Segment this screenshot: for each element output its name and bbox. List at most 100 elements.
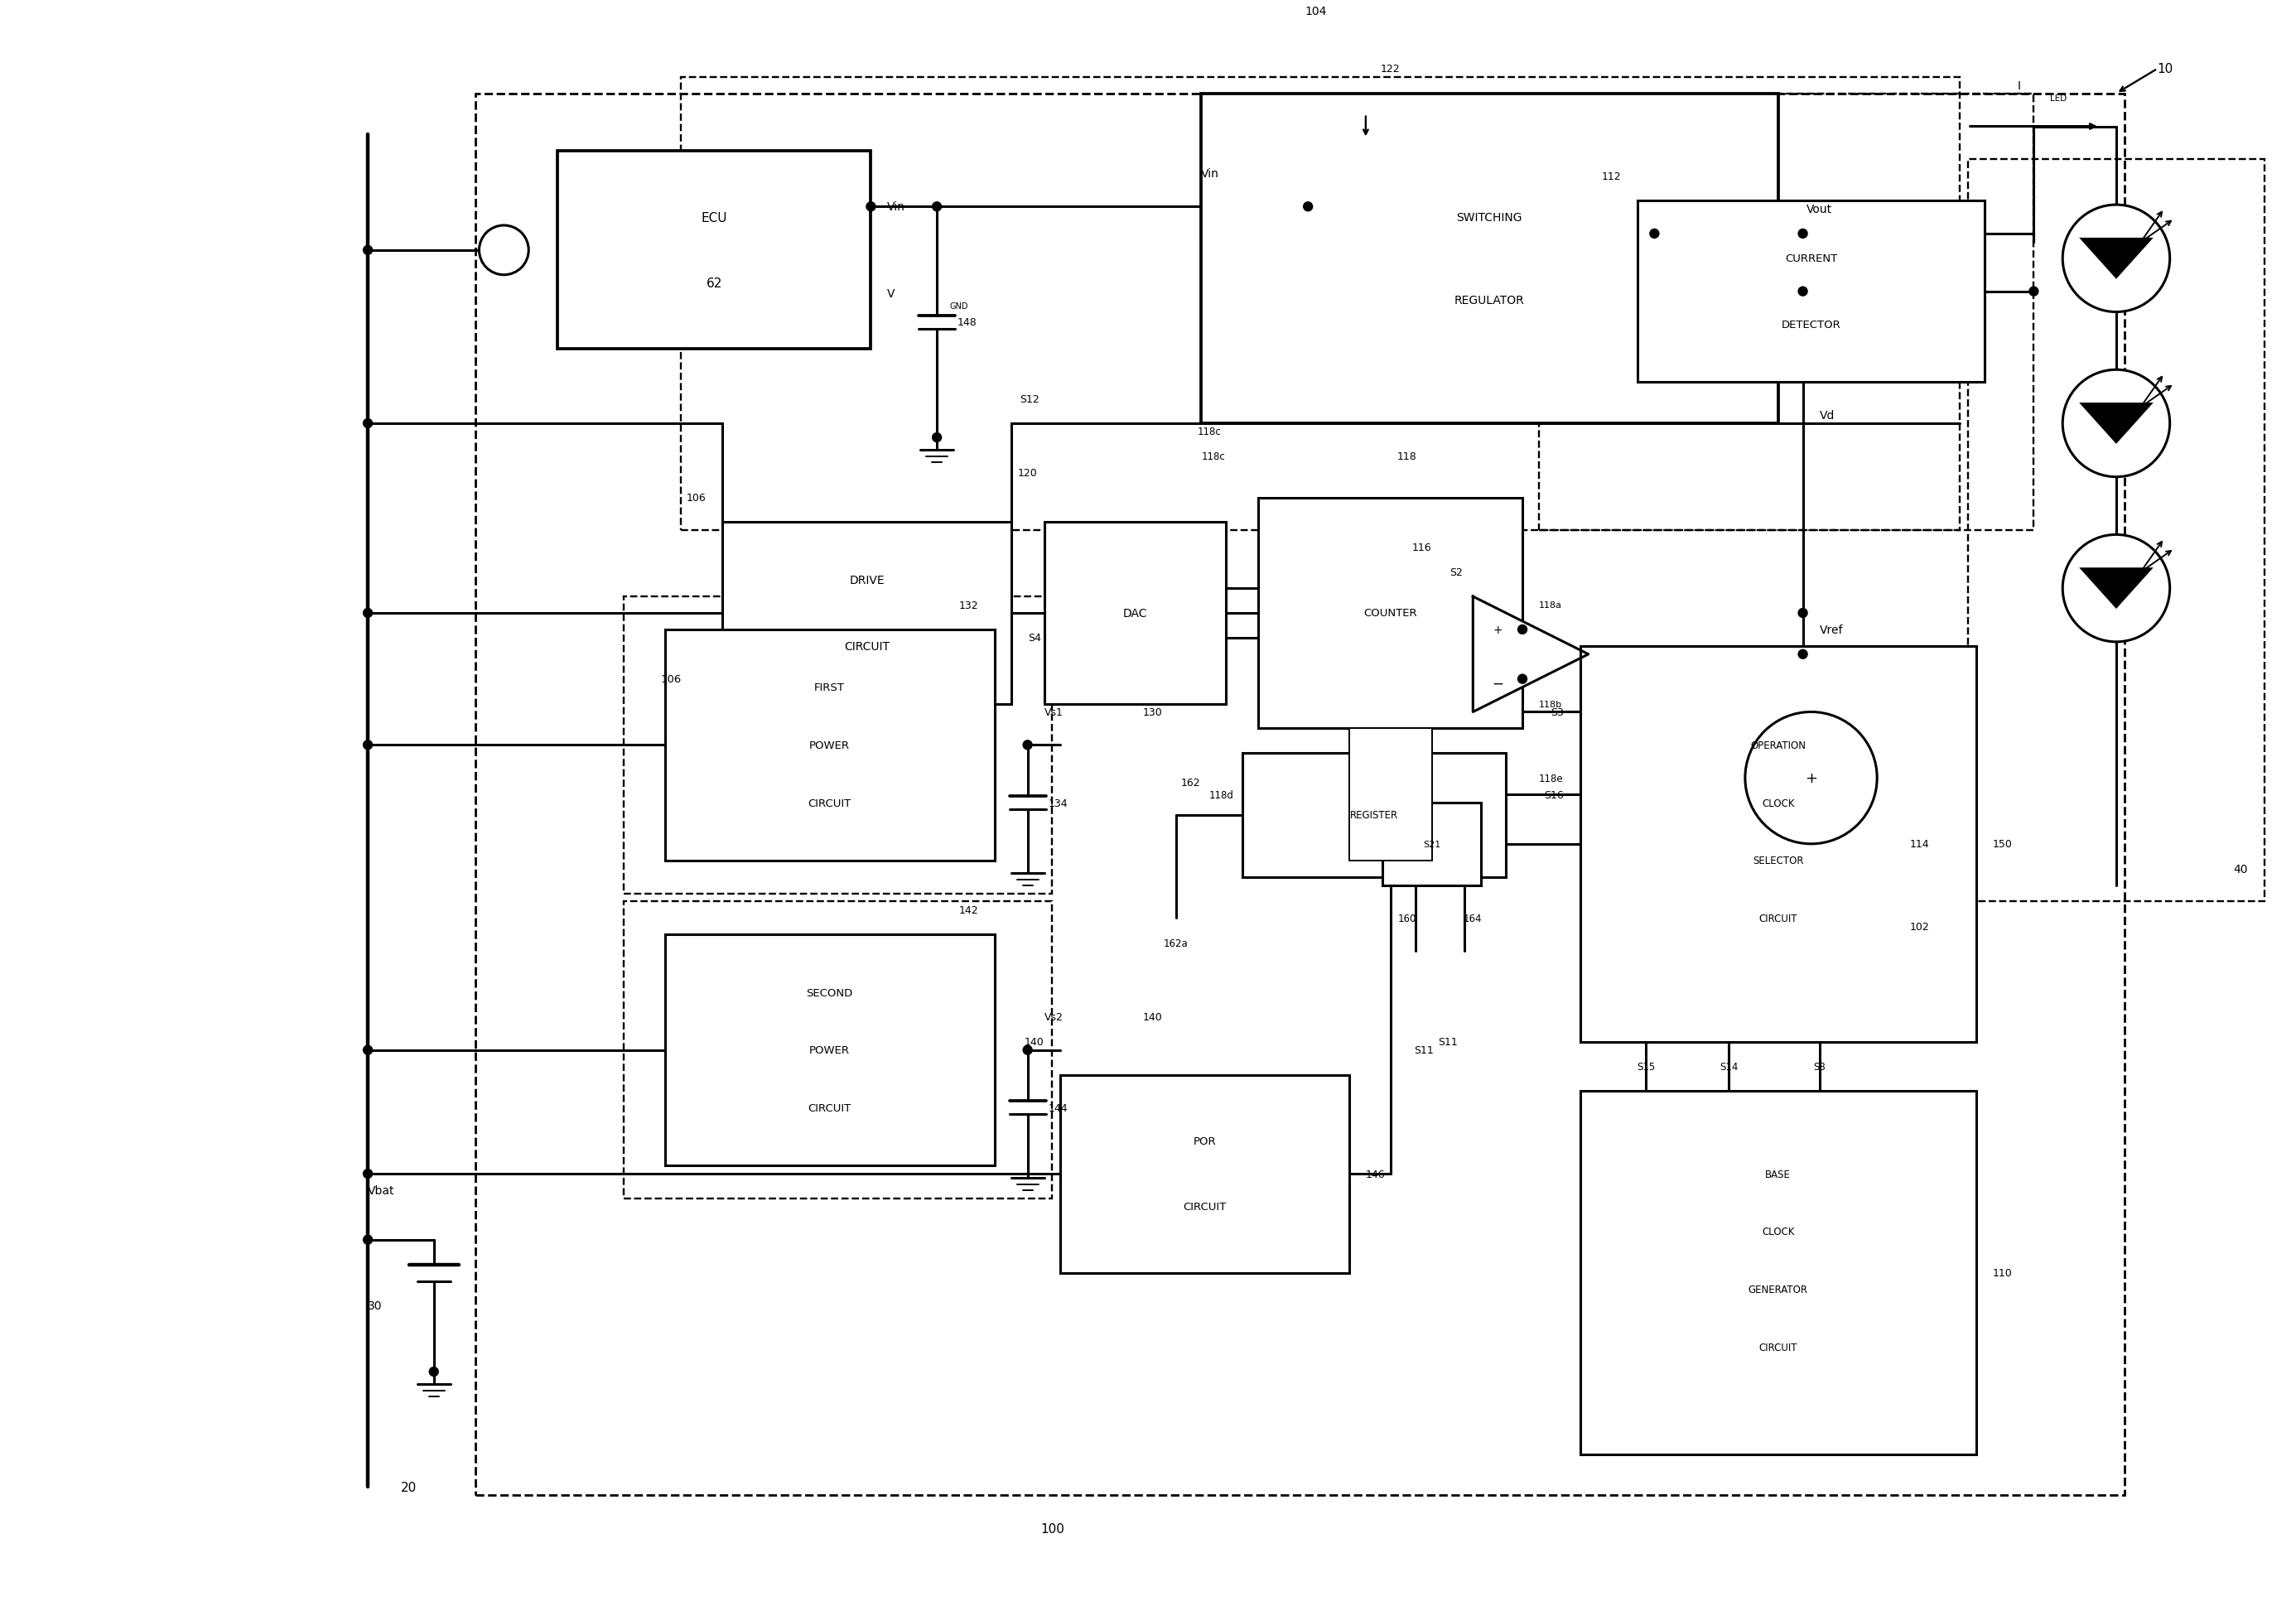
Bar xyxy=(1242,753,1506,877)
Text: 112: 112 xyxy=(1603,172,1621,181)
Text: GENERATOR: GENERATOR xyxy=(1747,1283,1807,1294)
Bar xyxy=(1382,803,1481,885)
Circle shape xyxy=(932,434,941,443)
Bar xyxy=(1538,95,2034,532)
Bar xyxy=(666,935,994,1166)
Text: +: + xyxy=(1492,625,1502,636)
Text: GND: GND xyxy=(948,302,969,310)
Circle shape xyxy=(866,202,875,212)
Text: S16: S16 xyxy=(1543,790,1564,800)
Text: 118e: 118e xyxy=(1538,772,1564,784)
Circle shape xyxy=(2062,535,2170,642)
Text: 118: 118 xyxy=(1398,451,1417,463)
Text: CIRCUIT: CIRCUIT xyxy=(808,798,852,808)
Text: DAC: DAC xyxy=(1123,607,1148,620)
Polygon shape xyxy=(1474,597,1589,713)
Text: S11: S11 xyxy=(1414,1046,1433,1055)
Text: DRIVE: DRIVE xyxy=(850,575,884,586)
Text: CIRCUIT: CIRCUIT xyxy=(1759,914,1798,923)
Circle shape xyxy=(1745,713,1878,845)
Text: Vref: Vref xyxy=(1818,625,1844,636)
Text: 118a: 118a xyxy=(1538,601,1561,609)
Bar xyxy=(475,95,2124,1495)
Text: 132: 132 xyxy=(957,599,978,610)
Bar xyxy=(1580,1092,1977,1453)
Text: 110: 110 xyxy=(1993,1267,2011,1278)
Text: 102: 102 xyxy=(1910,922,1929,931)
Ellipse shape xyxy=(1357,742,1424,766)
Bar xyxy=(1637,201,1984,382)
Bar xyxy=(1258,498,1522,729)
Bar xyxy=(1968,161,2264,903)
Text: SECOND: SECOND xyxy=(806,988,852,997)
Ellipse shape xyxy=(1357,824,1424,848)
Text: 106: 106 xyxy=(687,493,705,503)
Text: BASE: BASE xyxy=(1766,1169,1791,1179)
Text: S15: S15 xyxy=(1637,1062,1655,1073)
Polygon shape xyxy=(2080,403,2154,445)
Text: DETECTOR: DETECTOR xyxy=(1782,320,1841,331)
Text: 160: 160 xyxy=(1398,914,1417,923)
Text: +: + xyxy=(1805,771,1818,785)
Text: Vout: Vout xyxy=(1807,204,1832,215)
Text: REGULATOR: REGULATOR xyxy=(1453,294,1525,307)
Circle shape xyxy=(1518,625,1527,634)
Circle shape xyxy=(363,609,372,618)
Text: COUNTER: COUNTER xyxy=(1364,609,1417,618)
Text: 114: 114 xyxy=(1910,838,1929,850)
Text: 140: 140 xyxy=(1024,1036,1045,1047)
Circle shape xyxy=(480,226,528,276)
Text: 144: 144 xyxy=(1049,1103,1068,1113)
Text: Vs2: Vs2 xyxy=(1045,1012,1063,1023)
Text: 100: 100 xyxy=(1040,1522,1065,1535)
Text: SELECTOR: SELECTOR xyxy=(1752,856,1805,866)
Text: 118b: 118b xyxy=(1538,700,1561,708)
Text: CLOCK: CLOCK xyxy=(1761,798,1795,808)
Text: CIRCUIT: CIRCUIT xyxy=(1759,1341,1798,1352)
Text: 134: 134 xyxy=(1049,798,1068,808)
Text: 146: 146 xyxy=(1366,1169,1384,1179)
Bar xyxy=(723,522,1010,703)
Text: 106: 106 xyxy=(661,675,682,684)
Text: 118c: 118c xyxy=(1196,427,1221,437)
Text: S12: S12 xyxy=(1019,393,1040,405)
Text: POWER: POWER xyxy=(810,1046,850,1055)
Circle shape xyxy=(1024,740,1033,750)
Text: 62: 62 xyxy=(707,278,723,291)
Bar xyxy=(625,597,1052,893)
Text: CIRCUIT: CIRCUIT xyxy=(845,641,889,652)
Text: Vd: Vd xyxy=(1818,410,1835,421)
Text: FIRST: FIRST xyxy=(815,683,845,692)
Text: 164: 164 xyxy=(1463,914,1483,923)
Text: I: I xyxy=(2018,80,2020,92)
Circle shape xyxy=(1798,650,1807,658)
Text: 20: 20 xyxy=(402,1481,418,1494)
Text: Vin: Vin xyxy=(886,201,905,214)
Text: CURRENT: CURRENT xyxy=(1784,254,1837,265)
Circle shape xyxy=(2062,206,2170,313)
Text: V: V xyxy=(886,289,895,300)
Text: 104: 104 xyxy=(1306,6,1327,18)
Text: 118c: 118c xyxy=(1201,451,1226,463)
Text: 120: 120 xyxy=(1017,467,1038,479)
Text: S14: S14 xyxy=(1720,1062,1738,1073)
Text: SWITCHING: SWITCHING xyxy=(1456,212,1522,223)
Text: S2: S2 xyxy=(1449,567,1463,578)
Circle shape xyxy=(1518,675,1527,684)
Text: 30: 30 xyxy=(367,1299,383,1312)
Text: LED: LED xyxy=(2050,95,2066,103)
Text: 118d: 118d xyxy=(1210,790,1233,800)
Text: ECU: ECU xyxy=(700,212,728,223)
Circle shape xyxy=(1798,609,1807,618)
Text: REGISTER: REGISTER xyxy=(1350,809,1398,821)
Text: 150: 150 xyxy=(1993,838,2011,850)
Polygon shape xyxy=(2080,569,2154,609)
Text: CIRCUIT: CIRCUIT xyxy=(808,1103,852,1113)
Text: 162: 162 xyxy=(1180,777,1201,789)
Text: 130: 130 xyxy=(1143,707,1162,718)
Bar xyxy=(1201,95,1777,424)
Bar xyxy=(1061,1074,1350,1274)
Ellipse shape xyxy=(1357,782,1424,808)
Bar xyxy=(558,153,870,350)
Text: S3: S3 xyxy=(1550,707,1564,718)
